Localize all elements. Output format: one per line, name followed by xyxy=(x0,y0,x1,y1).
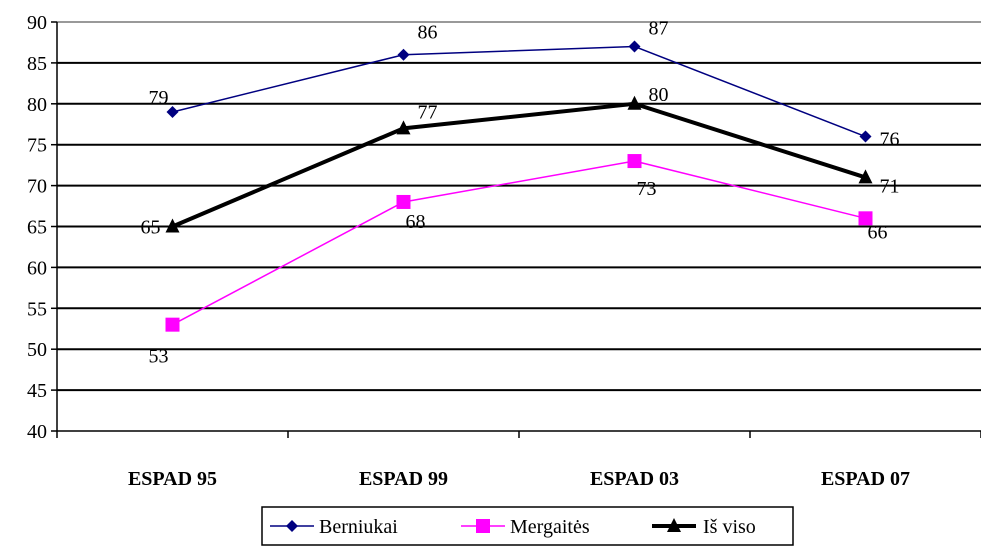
data-point-marker xyxy=(165,218,180,233)
data-point-marker xyxy=(858,211,873,226)
data-label: 66 xyxy=(868,221,888,243)
legend-label: Mergaitės xyxy=(510,516,590,538)
data-label: 76 xyxy=(880,129,900,151)
data-point-marker xyxy=(858,169,873,184)
series-lines xyxy=(165,40,873,332)
data-point-marker xyxy=(165,317,180,332)
legend: Berniukai Mergaitės Iš viso xyxy=(261,506,794,546)
data-point-marker xyxy=(859,130,872,143)
data-point-marker xyxy=(628,40,641,53)
y-tick-label: 40 xyxy=(27,421,47,443)
data-point-marker xyxy=(396,194,411,209)
legend-label: Iš viso xyxy=(703,516,756,538)
data-label: 73 xyxy=(637,178,657,200)
x-axis-ticks: ESPAD 95 ESPAD 99 ESPAD 03 ESPAD 07 xyxy=(56,431,981,490)
data-label: 77 xyxy=(418,101,438,123)
y-tick-label: 55 xyxy=(27,298,47,320)
y-tick-label: 65 xyxy=(27,217,47,239)
data-label: 65 xyxy=(141,217,161,239)
data-label: 86 xyxy=(418,22,438,44)
x-tick-label: ESPAD 95 xyxy=(128,468,217,490)
data-point-marker xyxy=(627,154,642,169)
y-tick-label: 80 xyxy=(27,94,47,116)
data-point-marker xyxy=(396,120,411,135)
y-tick-label: 70 xyxy=(27,176,47,198)
legend-label: Berniukai xyxy=(319,516,398,538)
x-tick-label: ESPAD 99 xyxy=(359,468,448,490)
legend-box xyxy=(261,506,794,546)
y-tick-label: 90 xyxy=(27,12,47,34)
data-label: 71 xyxy=(880,175,900,197)
legend-marker xyxy=(667,518,681,532)
y-axis-ticks: 40 45 50 55 60 65 70 75 80 85 90 xyxy=(27,12,57,443)
data-point-marker xyxy=(397,48,410,61)
data-label: 53 xyxy=(149,346,169,368)
y-tick-label: 75 xyxy=(27,135,47,157)
x-tick-label: ESPAD 03 xyxy=(590,468,679,490)
x-tick-label: ESPAD 07 xyxy=(821,468,910,490)
series-line-3 xyxy=(171,101,867,229)
legend-marker xyxy=(286,520,298,532)
gridlines xyxy=(57,21,981,392)
y-tick-label: 85 xyxy=(27,53,47,75)
data-label: 80 xyxy=(649,84,669,106)
data-label: 87 xyxy=(649,18,669,40)
data-label: 68 xyxy=(406,211,426,233)
y-tick-label: 50 xyxy=(27,339,47,361)
y-tick-label: 60 xyxy=(27,257,47,279)
data-point-marker xyxy=(627,95,642,110)
series-line-2 xyxy=(172,160,866,326)
legend-marker xyxy=(476,519,490,533)
y-tick-label: 45 xyxy=(27,380,47,402)
data-point-marker xyxy=(166,105,179,118)
data-label: 79 xyxy=(149,87,169,109)
series-line-1 xyxy=(172,45,866,138)
data-labels: 79 86 87 76 53 68 73 66 65 77 80 71 xyxy=(141,18,900,368)
